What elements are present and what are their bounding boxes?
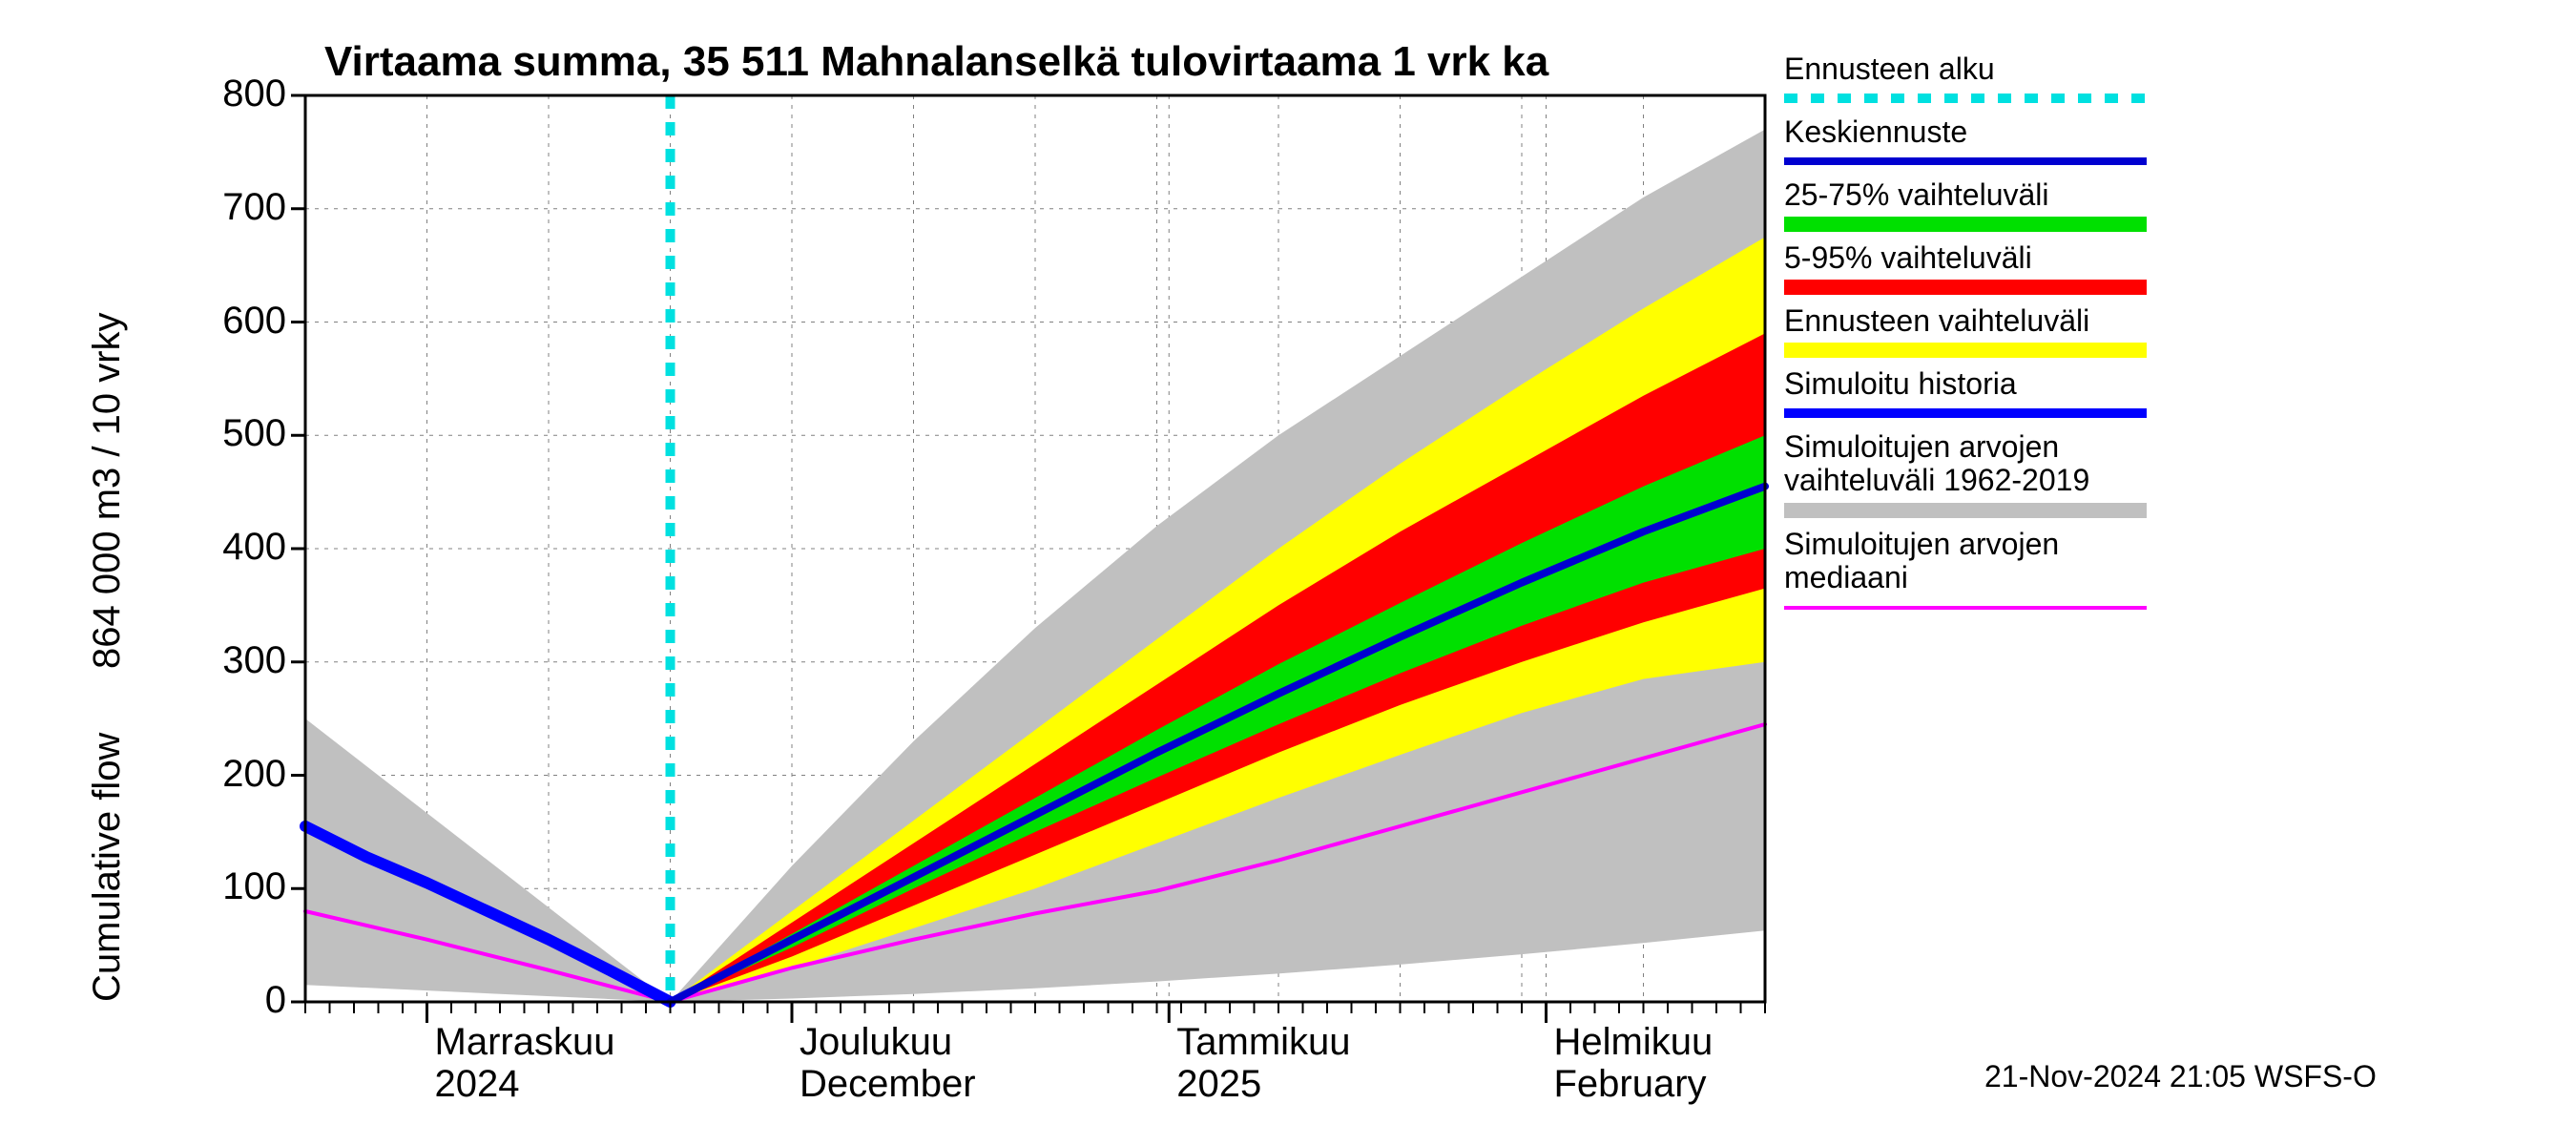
- y-tick: 100: [181, 865, 286, 908]
- y-tick: 500: [181, 412, 286, 455]
- legend-label: Simuloitujen arvojen vaihteluväli 1962-2…: [1784, 430, 2089, 497]
- y-tick: 600: [181, 300, 286, 343]
- y-tick: 800: [181, 73, 286, 115]
- y-tick: 700: [181, 186, 286, 229]
- legend-label: Ennusteen alku: [1784, 52, 1995, 86]
- x-tick: HelmikuuFebruary: [1554, 1021, 1714, 1105]
- legend-label: Simuloitujen arvojen mediaani: [1784, 528, 2059, 594]
- y-tick: 400: [181, 526, 286, 569]
- y-tick: 300: [181, 639, 286, 682]
- footer-timestamp: 21-Nov-2024 21:05 WSFS-O: [1984, 1059, 2377, 1094]
- x-tick: JoulukuuDecember: [800, 1021, 976, 1105]
- legend-label: 5-95% vaihteluväli: [1784, 241, 2032, 275]
- x-tick: Tammikuu2025: [1176, 1021, 1350, 1105]
- y-tick: 200: [181, 753, 286, 796]
- legend-label: Keskiennuste: [1784, 115, 1967, 149]
- y-tick: 0: [181, 979, 286, 1022]
- legend-label: 25-75% vaihteluväli: [1784, 178, 2049, 212]
- x-tick: Marraskuu2024: [435, 1021, 615, 1105]
- legend-label: Simuloitu historia: [1784, 367, 2017, 401]
- plot-svg: [0, 0, 2576, 1145]
- legend-label: Ennusteen vaihteluväli: [1784, 304, 2089, 338]
- chart-container: Virtaama summa, 35 511 Mahnalanselkä tul…: [0, 0, 2576, 1145]
